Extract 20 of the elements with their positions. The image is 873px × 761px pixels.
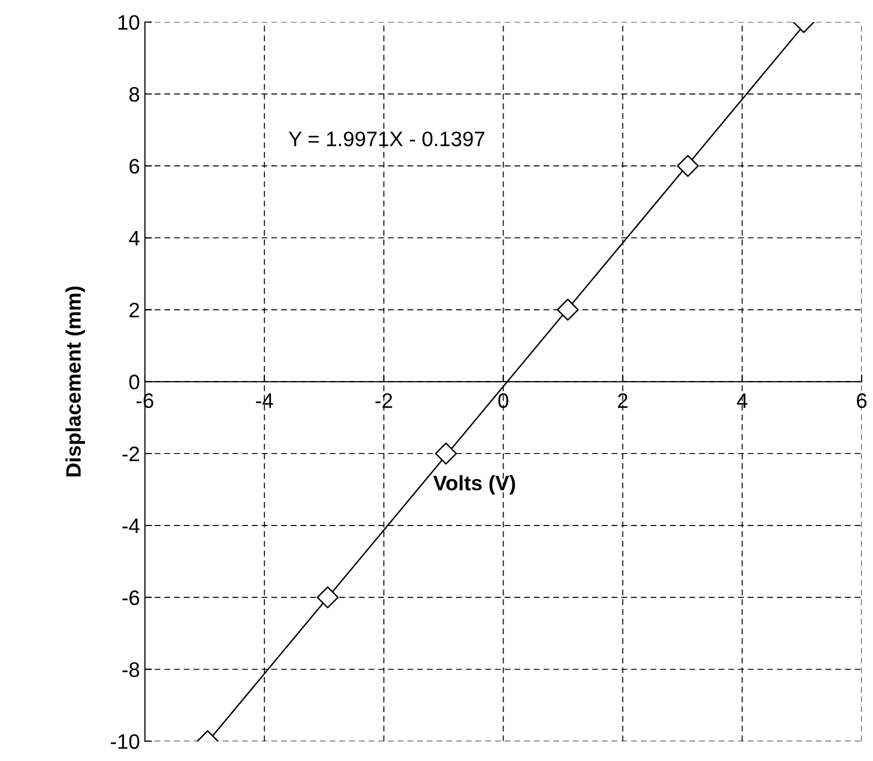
x-tick-label: -4 [256,394,274,408]
y-tick-label: 4 [128,231,140,246]
y-tick-label: -8 [122,662,140,678]
y-tick-label: 0 [129,374,140,390]
y-tick-label: 8 [129,86,140,102]
x-tick-label: 0 [498,393,508,408]
y-axis-title: Displacement (mm) [66,286,85,476]
x-axis-title: Volts (V) [433,475,516,495]
y-tick-label: 2 [130,302,140,318]
x-tick-label: 2 [618,393,628,408]
x-tick-label: -2 [375,393,392,408]
y-tick-label: -4 [122,518,140,534]
y-tick-label: -6 [122,590,140,606]
y-tick-label: 6 [130,158,140,174]
x-tick-label: 6 [856,393,867,408]
y-tick-label: -2 [122,446,140,462]
y-tick-label: -10 [110,734,140,749]
annotation: Y = 1.9971X - 0.1397 [288,132,484,146]
y-tick-label: 10 [118,15,140,30]
x-tick-label: 4 [736,394,748,408]
